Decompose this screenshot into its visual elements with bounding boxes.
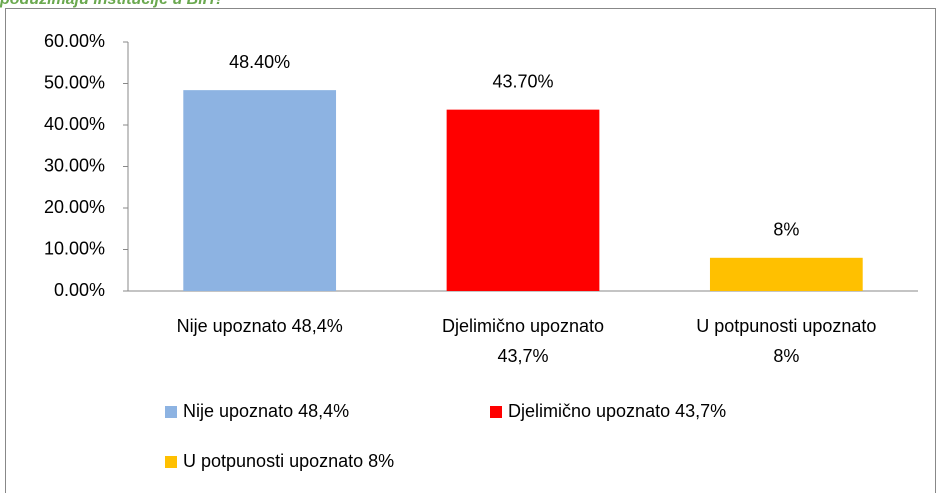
legend-label: U potpunosti upoznato 8% [183, 451, 394, 471]
legend-label: Nije upoznato 48,4% [183, 401, 349, 421]
chart-title: poduzimaju institucije u BiH? [0, 0, 224, 9]
data-label: 48.40% [229, 52, 290, 72]
legend-swatch [165, 456, 177, 468]
y-tick-label: 20.00% [44, 197, 105, 217]
x-tick-label: U potpunosti upoznato 8% [696, 316, 877, 366]
data-label: 8% [773, 220, 799, 240]
x-tick-label: Djelimično upoznato 43,7% [441, 316, 605, 366]
y-tick-label: 50.00% [44, 72, 105, 92]
legend-swatch [490, 406, 502, 418]
y-tick-label: 10.00% [44, 238, 105, 258]
legend-swatch [165, 406, 177, 418]
bar [183, 90, 337, 291]
y-tick-label: 0.00% [54, 280, 105, 300]
y-tick-label: 30.00% [44, 155, 105, 175]
y-tick-label: 40.00% [44, 114, 105, 134]
data-label: 43.70% [492, 71, 553, 91]
bar [446, 109, 600, 292]
bar [709, 257, 863, 291]
y-tick-label: 60.00% [44, 31, 105, 51]
x-tick-label: Nije upoznato 48,4% [176, 316, 343, 336]
legend-label: Djelimično upoznato 43,7% [508, 401, 726, 421]
chart-frame [5, 8, 936, 493]
